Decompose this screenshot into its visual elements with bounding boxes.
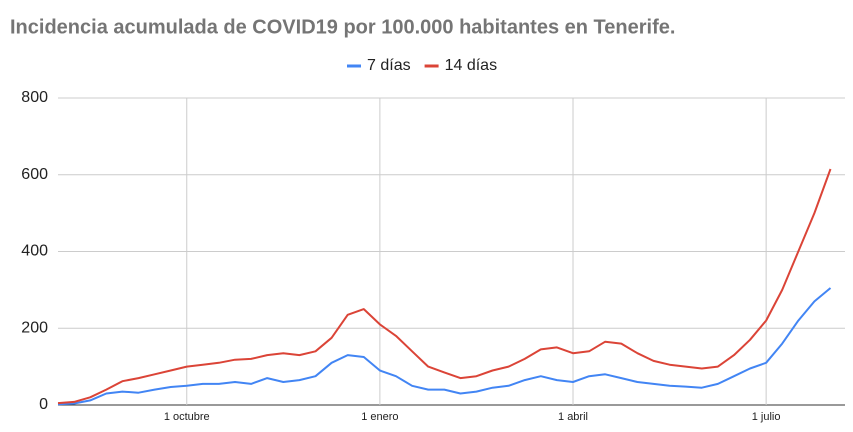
y-tick-label: 200 bbox=[21, 319, 48, 336]
legend-label: 14 días bbox=[445, 57, 497, 74]
x-tick-label: 1 enero bbox=[361, 411, 398, 423]
x-tick-label: 1 abril bbox=[558, 411, 588, 423]
legend: 7 días 14 días bbox=[347, 57, 497, 74]
y-tick-label: 0 bbox=[39, 396, 48, 413]
x-tick-label: 1 julio bbox=[752, 411, 781, 423]
series-line bbox=[57, 287, 832, 406]
series-line bbox=[57, 168, 832, 405]
x-tick-label: 1 octubre bbox=[164, 411, 210, 423]
chart-title: Incidencia acumulada de COVID19 por 100.… bbox=[10, 16, 675, 38]
legend-label: 7 días bbox=[367, 57, 411, 74]
y-tick-label: 400 bbox=[21, 243, 48, 260]
y-tick-label: 600 bbox=[21, 166, 48, 183]
y-tick-label: 800 bbox=[21, 89, 48, 106]
